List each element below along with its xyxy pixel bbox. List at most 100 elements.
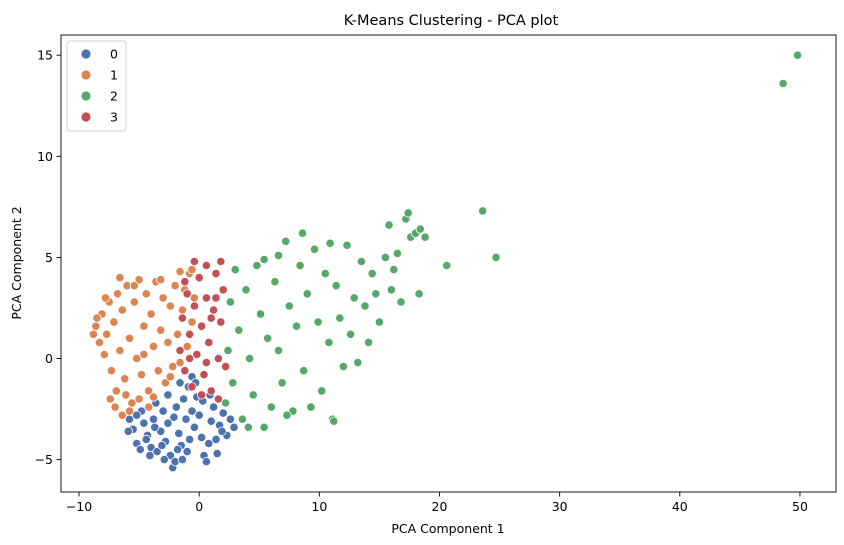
scatter-point-cluster-1 — [175, 266, 185, 277]
legend-label: 3 — [110, 110, 118, 125]
scatter-point-cluster-1 — [170, 281, 180, 291]
y-tick-label: 10 — [37, 149, 53, 164]
scatter-point-cluster-0 — [150, 422, 160, 432]
scatter-point-cluster-3 — [197, 390, 207, 400]
scatter-point-cluster-2 — [297, 228, 308, 238]
scatter-point-cluster-1 — [136, 370, 147, 380]
scatter-point-cluster-0 — [187, 406, 197, 416]
scatter-point-cluster-2 — [403, 208, 413, 218]
scatter-point-cluster-3 — [216, 256, 226, 267]
scatter-point-cluster-3 — [206, 313, 216, 323]
scatter-point-cluster-1 — [160, 378, 171, 388]
scatter-point-cluster-0 — [185, 434, 195, 444]
scatter-point-cluster-2 — [263, 333, 273, 343]
scatter-point-cluster-2 — [491, 252, 501, 262]
scatter-point-cluster-1 — [92, 313, 102, 323]
scatter-point-cluster-2 — [360, 301, 370, 311]
scatter-point-cluster-0 — [218, 408, 228, 418]
scatter-point-cluster-0 — [201, 457, 211, 467]
scatter-point-cluster-2 — [299, 366, 309, 376]
scatter-point-cluster-1 — [153, 366, 163, 376]
scatter-point-cluster-1 — [117, 410, 127, 420]
scatter-point-cluster-2 — [252, 260, 262, 271]
y-tick-label: 0 — [45, 351, 53, 366]
scatter-point-cluster-1 — [139, 321, 149, 331]
scatter-point-cluster-1 — [110, 402, 120, 412]
scatter-point-cluster-1 — [94, 337, 105, 347]
legend-label: 1 — [110, 68, 118, 83]
scatter-point-cluster-2 — [228, 378, 238, 388]
scatter-point-cluster-3 — [201, 293, 211, 303]
scatter-point-cluster-2 — [306, 402, 316, 412]
scatter-point-cluster-3 — [189, 256, 199, 267]
scatter-point-cluster-3 — [189, 301, 199, 311]
scatter-point-cluster-1 — [134, 394, 144, 404]
scatter-point-cluster-0 — [211, 434, 221, 444]
scatter-point-cluster-1 — [112, 289, 123, 299]
scatter-point-cluster-0 — [163, 390, 173, 400]
scatter-point-cluster-1 — [156, 325, 166, 335]
scatter-point-cluster-2 — [324, 337, 334, 347]
scatter-point-cluster-1 — [111, 386, 121, 396]
scatter-point-cluster-2 — [345, 329, 356, 339]
scatter-point-cluster-0 — [148, 414, 159, 424]
scatter-point-cluster-0 — [209, 402, 219, 412]
scatter-point-cluster-2 — [259, 254, 269, 265]
scatter-point-cluster-2 — [320, 268, 330, 279]
scatter-point-cluster-2 — [363, 337, 374, 347]
scatter-point-cluster-1 — [177, 305, 187, 315]
scatter-point-cluster-2 — [792, 50, 803, 60]
scatter-point-cluster-2 — [392, 248, 402, 258]
scatter-point-cluster-2 — [282, 410, 292, 420]
scatter-point-cluster-3 — [177, 313, 187, 323]
scatter-point-cluster-2 — [353, 357, 363, 368]
scatter-point-cluster-0 — [212, 448, 222, 459]
scatter-point-cluster-0 — [158, 406, 168, 416]
scatter-point-cluster-1 — [105, 394, 115, 404]
scatter-point-cluster-2 — [342, 240, 352, 250]
scatter-point-cluster-2 — [225, 297, 235, 307]
scatter-point-cluster-0 — [145, 450, 155, 461]
chart-title: K-Means Clustering - PCA plot — [344, 13, 559, 29]
scatter-point-cluster-2 — [281, 236, 291, 246]
scatter-point-cluster-1 — [139, 349, 149, 360]
scatter-point-cluster-2 — [248, 390, 258, 400]
x-tick-label: −10 — [66, 499, 92, 514]
scatter-point-cluster-3 — [175, 345, 185, 356]
scatter-point-cluster-2 — [778, 78, 788, 89]
scatter-point-cluster-0 — [225, 414, 235, 424]
scatter-point-cluster-2 — [414, 289, 424, 299]
scatter-point-cluster-2 — [223, 345, 233, 356]
scatter-point-cluster-0 — [157, 440, 167, 451]
x-tick-label: 40 — [672, 499, 688, 514]
scatter-point-cluster-1 — [102, 329, 112, 339]
legend-marker — [80, 111, 92, 123]
scatter-point-cluster-2 — [335, 313, 345, 323]
scatter-point-cluster-0 — [197, 432, 207, 442]
scatter-point-cluster-1 — [120, 374, 130, 384]
y-axis-label: PCA Component 2 — [9, 206, 24, 319]
scatter-point-cluster-2 — [325, 238, 335, 248]
scatter-point-cluster-3 — [201, 357, 211, 368]
scatter-point-cluster-0 — [159, 454, 169, 465]
scatter-point-cluster-0 — [169, 412, 179, 422]
scatter-point-cluster-1 — [187, 264, 197, 275]
y-tick-label: −5 — [35, 452, 53, 467]
scatter-point-cluster-2 — [234, 325, 244, 335]
points-layer — [88, 50, 803, 473]
scatter-point-cluster-3 — [206, 386, 216, 396]
scatter-point-cluster-2 — [313, 317, 323, 327]
scatter-point-cluster-2 — [349, 293, 359, 303]
scatter-point-cluster-2 — [329, 416, 339, 426]
scatter-point-cluster-1 — [158, 293, 168, 303]
scatter-point-cluster-1 — [182, 341, 192, 351]
y-axis: −5 0 5 10 15 — [35, 48, 61, 467]
legend-marker — [80, 48, 92, 60]
scatter-point-cluster-2 — [237, 414, 247, 424]
scatter-point-cluster-2 — [302, 289, 312, 299]
scatter-point-cluster-1 — [144, 386, 154, 396]
scatter-point-cluster-3 — [211, 268, 221, 279]
scatter-point-cluster-3 — [185, 329, 195, 339]
scatter-point-cluster-2 — [221, 398, 231, 408]
scatter-point-cluster-2 — [384, 220, 394, 230]
